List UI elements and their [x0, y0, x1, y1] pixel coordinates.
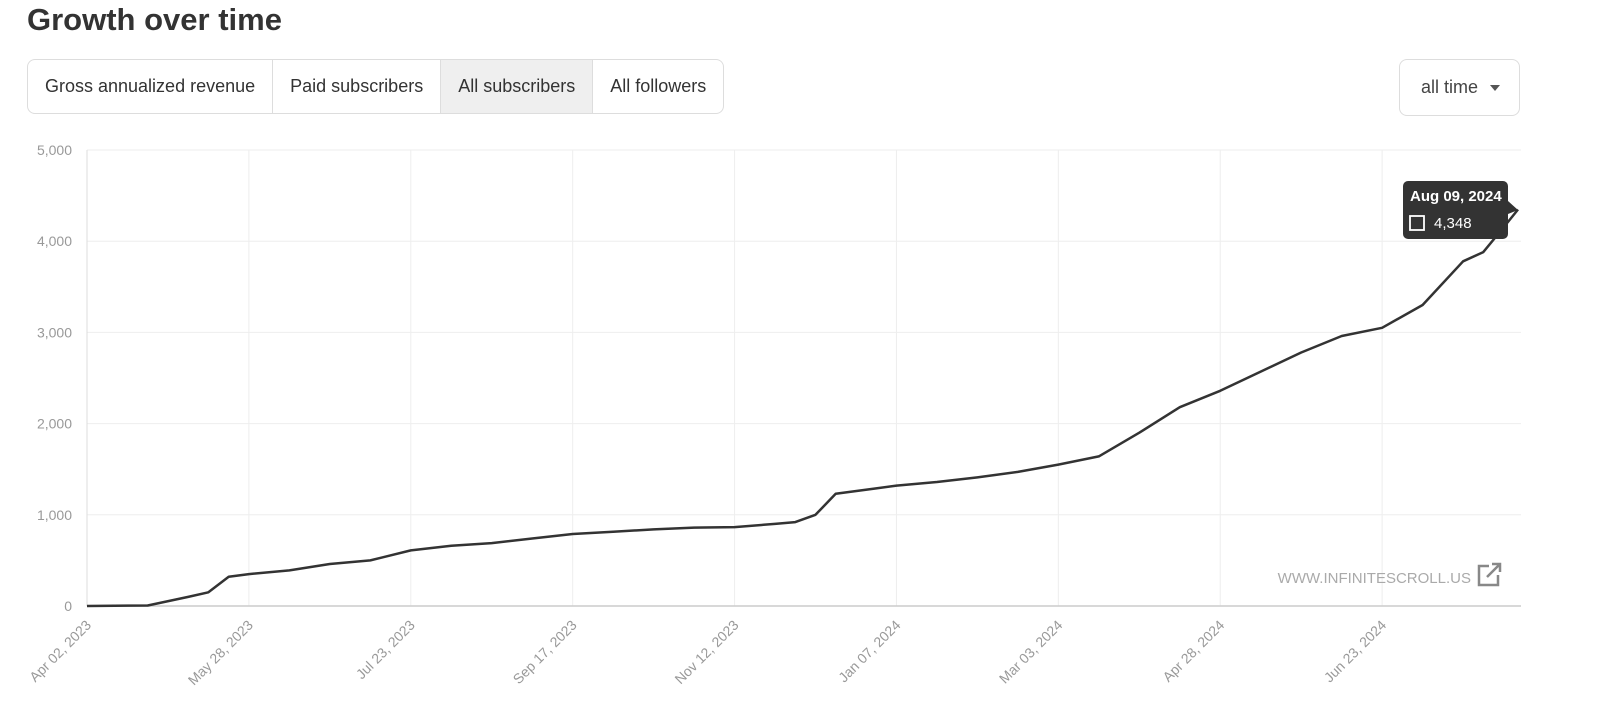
tooltip-marker — [1409, 215, 1425, 231]
x-tick-label: Jun 23, 2024 — [1321, 617, 1390, 686]
tooltip-date: Aug 09, 2024 — [1410, 188, 1502, 205]
y-tick-label: 3,000 — [37, 324, 72, 340]
x-tick-label: Nov 12, 2023 — [671, 617, 741, 687]
tooltip: Aug 09, 2024 4,348 — [1403, 181, 1518, 239]
icon-box — [1477, 564, 1500, 587]
caret — [1490, 85, 1500, 91]
tab[interactable]: All followers — [610, 76, 707, 96]
range-label: all time — [1421, 77, 1479, 97]
watermark: WWW.INFINITESCROLL.US — [1278, 570, 1471, 587]
y-tick-label: 1,000 — [37, 507, 72, 523]
x-tick-label: Apr 02, 2023 — [26, 617, 94, 685]
line-series — [86, 208, 1519, 608]
y-tick-label: 0 — [64, 598, 72, 614]
x-tick-label: May 28, 2023 — [185, 617, 256, 688]
x-tick-label: Sep 17, 2023 — [510, 617, 580, 687]
icon-arrow — [1486, 562, 1502, 578]
tooltip-box — [1403, 181, 1518, 239]
y-tick-label: 5,000 — [37, 142, 72, 158]
tab[interactable]: All subscribers — [441, 60, 594, 113]
x-tick-label: Jul 23, 2023 — [353, 617, 418, 682]
x-tick-label: Jan 07, 2024 — [835, 617, 904, 686]
external-link-icon[interactable] — [1477, 562, 1502, 587]
y-tick-label: 4,000 — [37, 233, 72, 249]
x-tick-label: Apr 28, 2024 — [1159, 617, 1227, 685]
tab[interactable]: Paid subscribers — [273, 60, 442, 113]
metric-tabs: Gross annualized revenue Paid subscriber… — [27, 59, 725, 114]
range-dropdown[interactable]: all time — [1399, 59, 1520, 116]
tab[interactable]: Gross annualized revenue — [28, 60, 274, 113]
y-tick-label: 2,000 — [37, 416, 72, 432]
x-tick-label: Mar 03, 2024 — [996, 617, 1066, 687]
page-title: Growth over time — [27, 2, 282, 37]
tooltip-value: 4,348 — [1434, 215, 1472, 232]
